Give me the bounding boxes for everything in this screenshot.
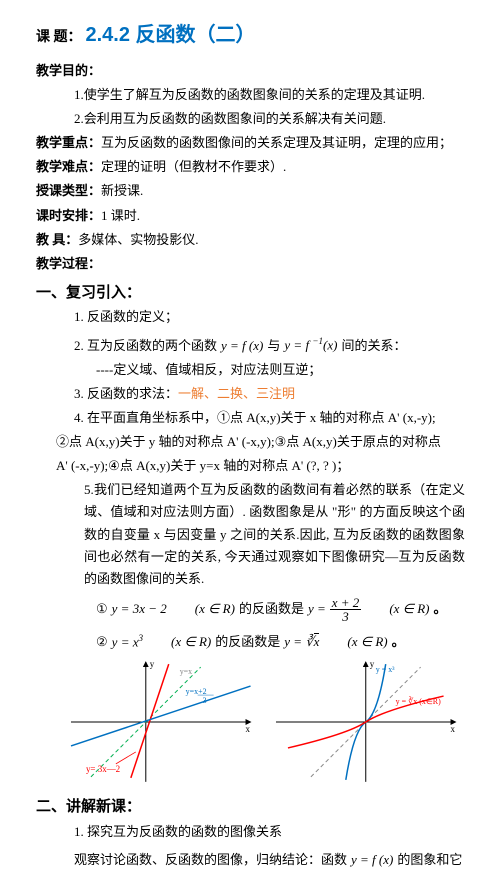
e1-domain2: (x ∈ R) [389, 598, 429, 620]
period-label: 课时安排： [36, 208, 101, 223]
type-row: 授课类型：新授课. [36, 180, 465, 202]
chart2-label-cbrt: y = ∛x (x∈R) [395, 696, 440, 706]
i5-text: 5.我们已经知道两个互为反函数的函数间有着必然的联系（在定义域、值域和对应法则方… [84, 482, 465, 585]
chart1-label-inv: y=x+2 [186, 687, 207, 696]
goal-item-2: 2.会利用互为反函数的函数图象间的关系解决有关问题. [36, 108, 465, 130]
type-text: 新授课. [101, 183, 143, 198]
i2-post: 间的关系： [341, 335, 406, 357]
chart2-x-label: x [450, 724, 455, 734]
chart2-y-label: y [369, 659, 374, 669]
title-label: 课 题： [36, 26, 82, 50]
title-text: 2.4.2 反函数（二） [86, 18, 256, 52]
e1-frac-num: x + 2 [330, 596, 362, 610]
charts-row: y=x y=x+2 3 y= 3x—2 x y y = x³ y = ∛x (x… [66, 657, 465, 787]
section-2-heading: 二、讲解新课： [36, 795, 465, 821]
e2-num: ② [96, 631, 108, 653]
e1-eq: y = 3x − 2 [112, 598, 167, 620]
chart1-y-label: y [150, 659, 155, 669]
teaching-goal: 教学目的： [36, 60, 465, 82]
i2-pre: 2. 互为反函数的两个函数 [74, 335, 217, 357]
difficulty-row: 教学难点：定理的证明（但教材不作要求）. [36, 156, 465, 178]
observe-post: 的图象和它 [397, 849, 462, 871]
review-item-4b: ②点 A(x,y)关于 y 轴的对称点 A' (-x,y);③点 A(x,y)关… [36, 431, 465, 453]
e1-end: 。 [434, 598, 447, 620]
chart1-label-yx: y=x [180, 667, 192, 676]
goal-item-1: 1.使学生了解互为反函数的函数图象间的关系的定理及其证明. [36, 84, 465, 106]
diff-text: 定理的证明（但教材不作要求）. [101, 159, 286, 174]
sec2-item-1: 1. 探究互为反函数的函数的图像关系 [36, 821, 465, 843]
review-item-1: 1. 反函数的定义； [36, 306, 465, 328]
e1-mid: 的反函数是 [239, 598, 304, 620]
period-text: 1 课时. [101, 208, 140, 223]
e1-frac-den: 3 [330, 610, 362, 623]
tool-label: 教 具： [36, 232, 78, 247]
key-label: 教学重点： [36, 135, 101, 150]
review-item-5: 5.我们已经知道两个互为反函数的函数间有着必然的联系（在定义域、值域和对应法则方… [36, 479, 465, 589]
e2-end: 。 [392, 631, 405, 653]
chart-1: y=x y=x+2 3 y= 3x—2 x y [66, 657, 261, 787]
e2-eq: y = x3 [112, 631, 143, 653]
review-item-4a: 4. 在平面直角坐标系中，①点 A(x,y)关于 x 轴的对称点 A' (x,-… [36, 407, 465, 429]
period-row: 课时安排：1 课时. [36, 205, 465, 227]
example-2: ② y = x3 (x ∈ R) 的反函数是 y = ∛x (x ∈ R) 。 [36, 631, 465, 653]
goal-label: 教学目的： [36, 63, 101, 78]
e1-inv-lhs: y = [308, 598, 326, 620]
e1-fraction: x + 2 3 [330, 596, 362, 623]
chart-2: y = x³ y = ∛x (x∈R) x y [271, 657, 466, 787]
e1-domain: (x ∈ R) [195, 598, 235, 620]
e2-domain: (x ∈ R) [171, 631, 211, 653]
chart2-label-cubic: y = x³ [375, 665, 394, 674]
type-label: 授课类型： [36, 183, 101, 198]
example-1: ① y = 3x − 2 (x ∈ R) 的反函数是 y = x + 2 3 (… [36, 596, 465, 623]
observe-eq: y = f (x) [351, 849, 393, 871]
tool-row: 教 具：多媒体、实物投影仪. [36, 229, 465, 251]
e2-inv: y = ∛x [284, 631, 319, 653]
review-item-3: 3. 反函数的求法：一解、二换、三注明 [36, 383, 465, 405]
sec2-observe: 观察讨论函数、反函数的图像，归纳结论：函数 y = f (x) 的图象和它 [36, 849, 465, 871]
e2-mid: 的反函数是 [215, 631, 280, 653]
e1-num: ① [96, 598, 108, 620]
key-text: 互为反函数的函数图像间的关系定理及其证明，定理的应用； [101, 135, 452, 150]
observe-pre: 观察讨论函数、反函数的图像，归纳结论：函数 [74, 849, 347, 871]
tool-text: 多媒体、实物投影仪. [78, 232, 198, 247]
diff-label: 教学难点： [36, 159, 101, 174]
chart1-label-inv-den: 3 [203, 696, 207, 705]
i3-pre: 3. 反函数的求法： [74, 386, 178, 401]
section-1-heading: 一、复习引入： [36, 281, 465, 307]
i2-eq2: y = f −1(x) [284, 334, 337, 356]
chart1-label-main: y= 3x—2 [86, 764, 120, 774]
i2-eq1: y = f (x) [221, 335, 263, 357]
e2-domain2: (x ∈ R) [347, 631, 387, 653]
review-item-2: 2. 互为反函数的两个函数 y = f (x) 与 y = f −1(x) 间的… [36, 334, 465, 356]
i2-mid: 与 [267, 335, 280, 357]
review-item-4c: A' (-x,-y);④点 A(x,y)关于 y=x 轴的对称点 A' (?, … [36, 455, 465, 477]
key-point-row: 教学重点：互为反函数的函数图像间的关系定理及其证明，定理的应用； [36, 132, 465, 154]
lesson-title-row: 课 题： 2.4.2 反函数（二） [36, 18, 465, 52]
chart1-x-label: x [246, 724, 251, 734]
i3-colored: 一解、二换、三注明 [178, 386, 295, 401]
review-item-2-note: ----定义域、值域相反，对应法则互逆； [36, 359, 465, 381]
process-label: 教学过程： [36, 253, 465, 275]
